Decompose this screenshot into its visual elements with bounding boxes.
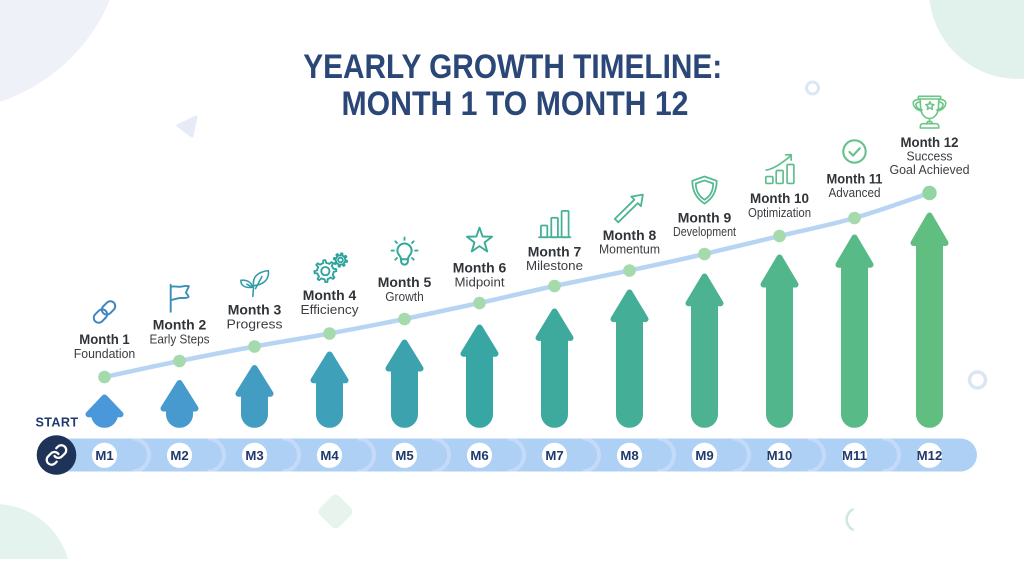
svg-text:Growth: Growth: [385, 289, 424, 304]
svg-text:M8: M8: [620, 448, 638, 463]
svg-text:MONTH 1 TO MONTH 12: MONTH 1 TO MONTH 12: [342, 85, 689, 123]
svg-text:Month 10: Month 10: [750, 191, 809, 207]
svg-text:Month 9: Month 9: [678, 211, 732, 227]
svg-text:M12: M12: [917, 448, 943, 463]
svg-text:START: START: [35, 416, 78, 430]
svg-text:Early Steps: Early Steps: [150, 331, 210, 346]
svg-text:Efficiency: Efficiency: [301, 302, 360, 317]
svg-text:Month 2: Month 2: [153, 318, 207, 334]
svg-text:M6: M6: [470, 448, 488, 463]
svg-text:Development: Development: [673, 224, 736, 239]
svg-text:Month 3: Month 3: [228, 303, 282, 319]
svg-text:Goal Achieved: Goal Achieved: [890, 162, 970, 177]
svg-text:M10: M10: [767, 448, 793, 463]
svg-text:Month 7: Month 7: [528, 245, 582, 261]
svg-text:Month 1: Month 1: [79, 332, 130, 348]
svg-text:M2: M2: [170, 448, 188, 463]
svg-text:Success: Success: [907, 148, 953, 163]
svg-text:Month 6: Month 6: [453, 261, 507, 277]
svg-text:Month 5: Month 5: [378, 275, 432, 291]
svg-text:Month 4: Month 4: [303, 288, 357, 304]
svg-text:YEARLY GROWTH TIMELINE:: YEARLY GROWTH TIMELINE:: [303, 48, 722, 86]
svg-text:M1: M1: [95, 448, 113, 463]
svg-text:Momentum: Momentum: [599, 241, 660, 256]
svg-text:Foundation: Foundation: [74, 346, 136, 361]
svg-text:M11: M11: [842, 448, 867, 463]
svg-text:Advanced: Advanced: [829, 185, 881, 200]
svg-text:Progress: Progress: [227, 316, 283, 331]
svg-text:M5: M5: [395, 448, 413, 463]
svg-text:Month 11: Month 11: [827, 172, 883, 188]
svg-text:Optimization: Optimization: [748, 205, 811, 220]
svg-text:Midpoint: Midpoint: [455, 274, 505, 289]
svg-text:M4: M4: [320, 448, 339, 463]
svg-text:M3: M3: [245, 448, 263, 463]
svg-text:Milestone: Milestone: [526, 258, 583, 273]
svg-text:Month 8: Month 8: [603, 228, 657, 244]
svg-text:M9: M9: [695, 448, 713, 463]
svg-text:M7: M7: [545, 448, 563, 463]
svg-text:Month 12: Month 12: [901, 135, 959, 151]
